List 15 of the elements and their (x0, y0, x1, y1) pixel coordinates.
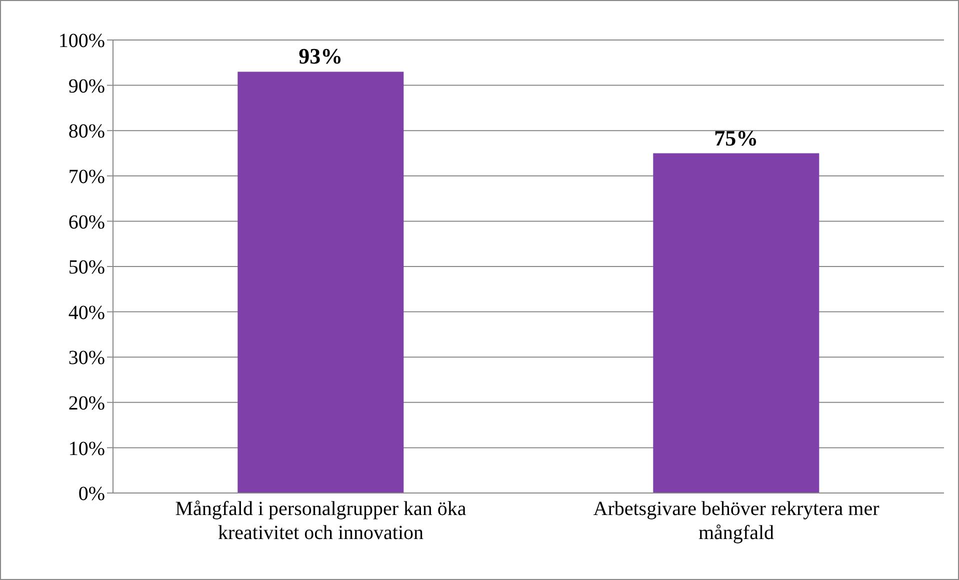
y-tick-label: 80% (68, 120, 105, 143)
data-label: 93% (298, 44, 343, 69)
y-tick-label: 0% (78, 483, 105, 506)
y-tick-label: 90% (68, 75, 105, 98)
y-tick-label: 20% (68, 392, 105, 414)
y-tick-label: 10% (68, 438, 105, 460)
y-tick-label: 70% (68, 166, 105, 188)
y-tick-label: 50% (68, 256, 105, 279)
data-label: 75% (714, 125, 758, 150)
y-tick-label: 60% (68, 211, 105, 234)
x-tick-label: Mångfald i personalgrupper kan öka kreativitet och innovation (175, 498, 466, 544)
y-tick-label: 100% (58, 30, 105, 52)
y-tick-label: 30% (68, 347, 105, 370)
y-tick-label: 40% (68, 302, 105, 324)
x-tick-label: Arbetsgivare behöver rekrytera mer mångfald (593, 498, 880, 544)
